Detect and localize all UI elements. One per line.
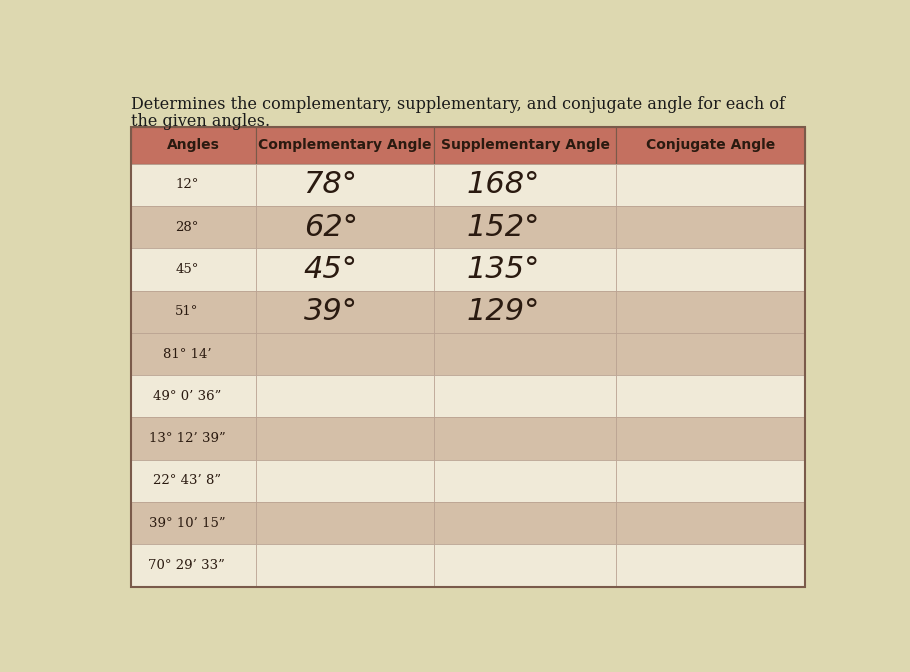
Bar — [256, 206, 434, 249]
Text: 13° 12’ 39”: 13° 12’ 39” — [148, 432, 226, 445]
Text: Supplementary Angle: Supplementary Angle — [440, 138, 610, 153]
Bar — [256, 249, 434, 290]
Bar — [256, 460, 434, 502]
Text: Angles: Angles — [167, 138, 219, 153]
Bar — [434, 249, 616, 290]
Bar — [131, 206, 256, 249]
Bar — [616, 375, 805, 417]
Bar — [616, 290, 805, 333]
Bar — [256, 164, 434, 206]
Bar — [434, 127, 616, 164]
Bar — [131, 164, 256, 206]
Bar — [256, 127, 434, 164]
Bar — [434, 502, 616, 544]
Bar — [434, 460, 616, 502]
Text: 129°: 129° — [467, 297, 540, 326]
Text: 51°: 51° — [176, 305, 198, 319]
Text: 45°: 45° — [176, 263, 198, 276]
Bar — [434, 164, 616, 206]
Text: 39°: 39° — [304, 297, 358, 326]
Bar — [131, 417, 256, 460]
Text: 78°: 78° — [304, 171, 358, 200]
Text: 81° 14’: 81° 14’ — [163, 347, 211, 361]
Bar — [434, 544, 616, 587]
Bar — [131, 502, 256, 544]
Text: 45°: 45° — [304, 255, 358, 284]
Bar — [131, 290, 256, 333]
Bar — [616, 206, 805, 249]
Bar — [131, 460, 256, 502]
Text: 28°: 28° — [176, 220, 198, 234]
Bar — [616, 460, 805, 502]
Bar — [616, 417, 805, 460]
Bar — [616, 502, 805, 544]
Text: Conjugate Angle: Conjugate Angle — [646, 138, 775, 153]
Bar — [434, 417, 616, 460]
Bar — [256, 333, 434, 375]
Text: Complementary Angle: Complementary Angle — [258, 138, 431, 153]
Text: 152°: 152° — [467, 213, 540, 242]
Bar — [434, 290, 616, 333]
Text: 39° 10’ 15”: 39° 10’ 15” — [148, 517, 226, 530]
Bar — [131, 375, 256, 417]
Text: Determines the complementary, supplementary, and conjugate angle for each of: Determines the complementary, supplement… — [131, 96, 784, 113]
Bar — [616, 127, 805, 164]
Text: 22° 43’ 8”: 22° 43’ 8” — [153, 474, 221, 487]
Text: 62°: 62° — [304, 213, 358, 242]
Bar — [131, 333, 256, 375]
Bar — [434, 375, 616, 417]
Bar — [256, 417, 434, 460]
Text: 12°: 12° — [176, 179, 198, 192]
Bar — [256, 375, 434, 417]
Text: 70° 29’ 33”: 70° 29’ 33” — [148, 559, 226, 572]
Bar — [616, 249, 805, 290]
Bar — [256, 290, 434, 333]
Bar — [131, 544, 256, 587]
Bar — [131, 127, 805, 587]
Bar — [131, 249, 256, 290]
Bar — [616, 544, 805, 587]
Text: 49° 0’ 36”: 49° 0’ 36” — [153, 390, 221, 403]
Text: 168°: 168° — [467, 171, 540, 200]
Text: 135°: 135° — [467, 255, 540, 284]
Bar — [434, 206, 616, 249]
Bar — [256, 544, 434, 587]
Text: the given angles.: the given angles. — [131, 113, 270, 130]
Bar — [616, 164, 805, 206]
Bar — [131, 127, 256, 164]
Bar — [616, 333, 805, 375]
Bar — [256, 502, 434, 544]
Bar — [434, 333, 616, 375]
